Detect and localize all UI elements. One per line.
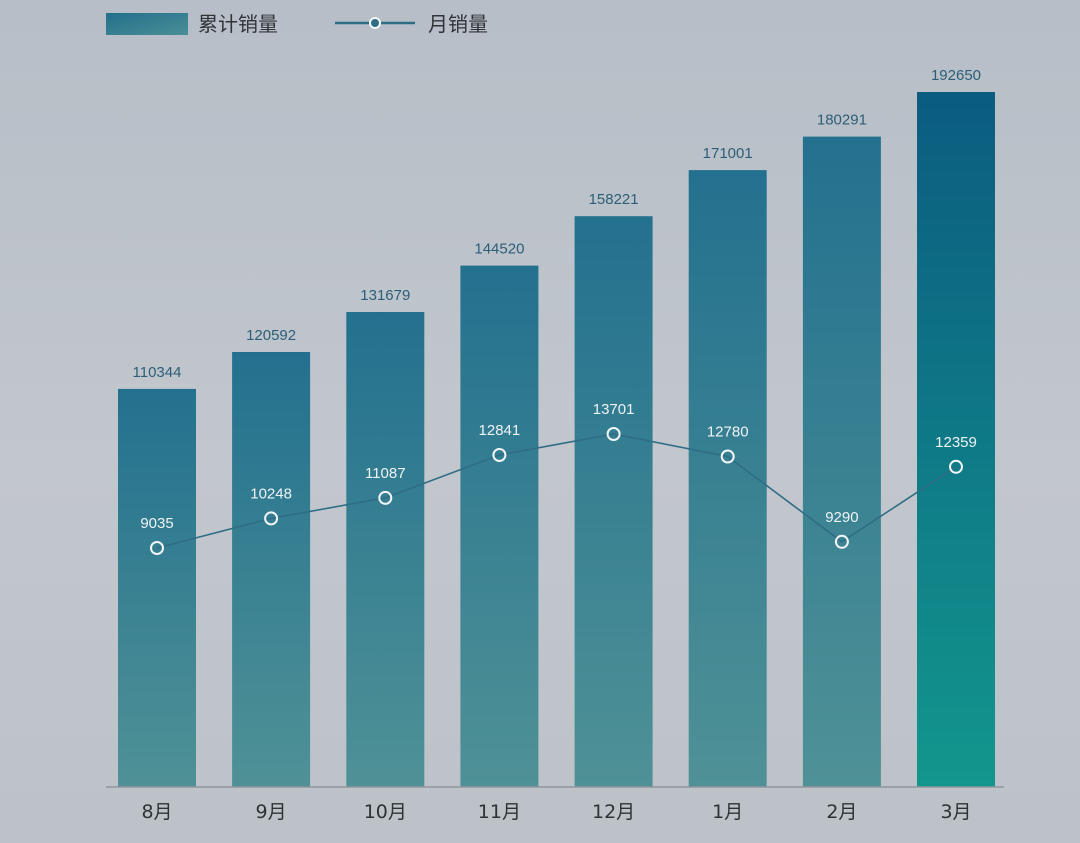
- monthly-value-label-0: 9035: [140, 515, 173, 532]
- monthly-point-0: [150, 541, 164, 555]
- monthly-point-6: [834, 534, 849, 549]
- bar-value-label-4: 158221: [589, 191, 639, 208]
- bar-cumulative-2: [346, 312, 425, 787]
- monthly-line-layer: [150, 427, 963, 555]
- bar-value-label-6: 180291: [817, 112, 867, 129]
- monthly-value-label-4: 13701: [593, 401, 635, 418]
- bar-value-label-7: 192650: [931, 67, 981, 84]
- monthly-value-label-6: 9290: [825, 509, 858, 526]
- monthly-value-label-7: 12359: [935, 434, 977, 451]
- bar-value-label-1: 120592: [246, 327, 296, 344]
- bar-value-label-5: 171001: [703, 145, 753, 162]
- legend-marker-monthly: [369, 17, 381, 29]
- monthly-value-label-3: 12841: [479, 422, 521, 439]
- x-tick-label-4: 12月: [592, 801, 635, 823]
- bar-labels-layer: 110344 120592 131679 144520 158221 171001 1802…: [133, 67, 982, 381]
- monthly-point-1: [264, 511, 279, 526]
- x-tick-label-2: 10月: [364, 801, 407, 823]
- bar-value-label-0: 110344: [133, 364, 182, 381]
- monthly-value-label-2: 11087: [365, 465, 406, 482]
- bar-value-label-2: 131679: [360, 287, 410, 304]
- monthly-point-4: [606, 427, 621, 441]
- x-tick-label-3: 11月: [478, 801, 521, 823]
- bar-cumulative-3: [460, 265, 539, 788]
- bar-cumulative-1: [232, 352, 311, 787]
- x-tick-label-5: 1月: [712, 801, 743, 823]
- x-tick-label-1: 9月: [256, 801, 287, 823]
- monthly-point-3: [492, 448, 507, 462]
- x-axis-tick-labels: 8月 9月 10月 11月 12月 1月 2月 3月: [141, 801, 971, 823]
- bar-cumulative-5: [688, 170, 767, 788]
- monthly-value-label-1: 10248: [250, 485, 292, 502]
- monthly-point-labels: 9035 10248 11087 12841 13701 12780 9290 12359: [140, 401, 977, 532]
- bars-layer: [118, 92, 995, 788]
- x-tick-label-0: 8月: [141, 801, 172, 823]
- legend-label-cumulative: 累计销量: [198, 12, 278, 36]
- x-tick-label-6: 2月: [826, 801, 857, 823]
- monthly-sales-line: [156, 433, 957, 549]
- bar-cumulative-7: [917, 92, 995, 787]
- bar-value-label-3: 144520: [474, 241, 524, 258]
- bar-cumulative-4: [574, 216, 653, 787]
- legend-swatch-cumulative: [106, 13, 188, 35]
- monthly-value-label-5: 12780: [707, 424, 749, 441]
- monthly-point-7: [949, 459, 963, 474]
- bar-cumulative-6: [802, 136, 881, 788]
- legend-label-monthly: 月销量: [428, 12, 488, 36]
- bar-cumulative-0: [118, 388, 196, 787]
- monthly-point-2: [378, 490, 393, 505]
- legend: 累计销量 月销量: [106, 12, 488, 36]
- x-tick-label-7: 3月: [940, 801, 971, 823]
- monthly-point-5: [720, 449, 735, 464]
